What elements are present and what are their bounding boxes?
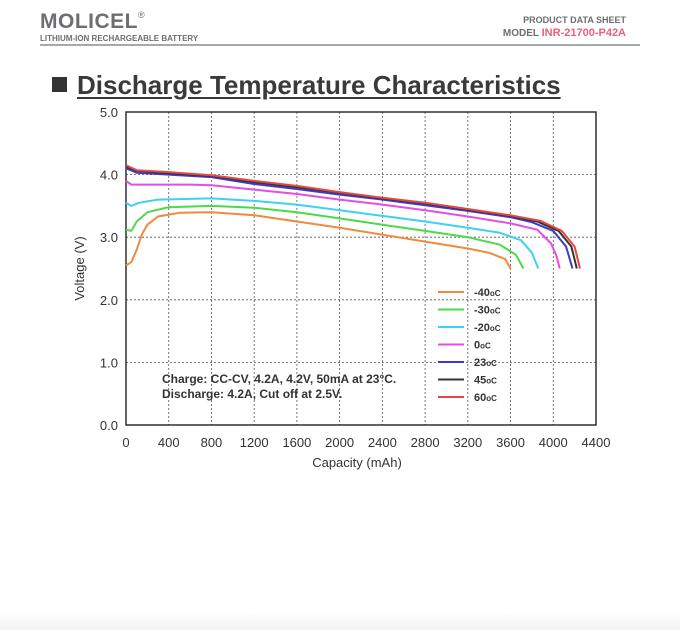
series-line-0	[125, 180, 561, 269]
x-tick-label: 4000	[539, 435, 568, 450]
legend-label: 23oC	[474, 357, 497, 369]
model-label: MODEL	[502, 28, 539, 39]
legend-label: 0oC	[474, 340, 491, 352]
x-tick-label: 3600	[496, 435, 525, 450]
x-tick-label: 3200	[453, 435, 482, 450]
legend-unit: oC	[480, 342, 491, 351]
x-axis-label: Capacity (mAh)	[312, 455, 402, 470]
y-tick-label: 5.0	[100, 105, 118, 120]
series-line-23	[125, 167, 574, 269]
series-line-minus40	[125, 211, 512, 269]
y-tick-label: 2.0	[100, 293, 118, 308]
series-line-60	[125, 164, 581, 269]
y-tick-label: 4.0	[100, 168, 118, 183]
x-tick-label: 1200	[240, 435, 269, 450]
legend-unit: oC	[486, 394, 497, 403]
plot-frame	[125, 111, 597, 426]
model-line: MODEL INR-21700-P42A	[503, 27, 626, 39]
series-line-minus30	[125, 204, 525, 269]
y-axis-label: Voltage (V)	[72, 236, 87, 300]
y-tick-label: 0.0	[100, 418, 118, 433]
charge-annotation-unit: °C.	[379, 372, 396, 386]
molicel-logo: MOLICEL®	[40, 10, 145, 34]
legend-unit: oC	[490, 324, 501, 333]
x-tick-label: 2800	[411, 435, 440, 450]
charge-annotation: Charge: CC-CV, 4.2A, 4.2V, 50mA at 23°C.	[162, 372, 396, 386]
registered-mark: ®	[138, 10, 146, 20]
legend-unit: oC	[486, 377, 497, 386]
y-tick-label: 3.0	[100, 230, 118, 245]
x-tick-label: 400	[158, 435, 180, 450]
document-type: PRODUCT DATA SHEET	[523, 15, 626, 25]
header: MOLICEL® LITHIUM-ION RECHARGEABLE BATTER…	[40, 8, 640, 46]
legend-unit: oC	[486, 359, 497, 368]
x-tick-label: 0	[122, 435, 129, 450]
legend-label: -30oC	[474, 305, 501, 317]
y-tick-label: 1.0	[100, 355, 118, 370]
model-value: INR-21700-P42A	[541, 27, 626, 39]
square-bullet-icon	[52, 77, 67, 92]
discharge-annotation: Discharge: 4.2A, Cut off at 2.5V.	[162, 387, 342, 401]
header-divider	[40, 44, 640, 46]
x-tick-label: 2000	[325, 435, 354, 450]
x-tick-label: 800	[201, 435, 223, 450]
series-line-minus20	[125, 197, 540, 269]
legend-unit: oC	[490, 289, 501, 298]
logo-text: MOLICEL	[40, 10, 138, 33]
logo-subtitle: LITHIUM-ION RECHARGEABLE BATTERY	[40, 34, 199, 43]
legend-label: -20oC	[474, 322, 501, 334]
legend-label: 45oC	[474, 375, 497, 387]
x-tick-label: 4400	[582, 435, 611, 450]
x-tick-label: 1600	[282, 435, 311, 450]
section-title-text: Discharge Temperature Characteristics	[77, 70, 561, 100]
legend-label: 60oC	[474, 392, 497, 404]
legend-label: -40oC	[474, 287, 501, 299]
section-title: Discharge Temperature Characteristics	[52, 70, 561, 101]
legend-unit: oC	[490, 307, 501, 316]
page-fade	[0, 612, 680, 630]
x-tick-label: 2400	[368, 435, 397, 450]
